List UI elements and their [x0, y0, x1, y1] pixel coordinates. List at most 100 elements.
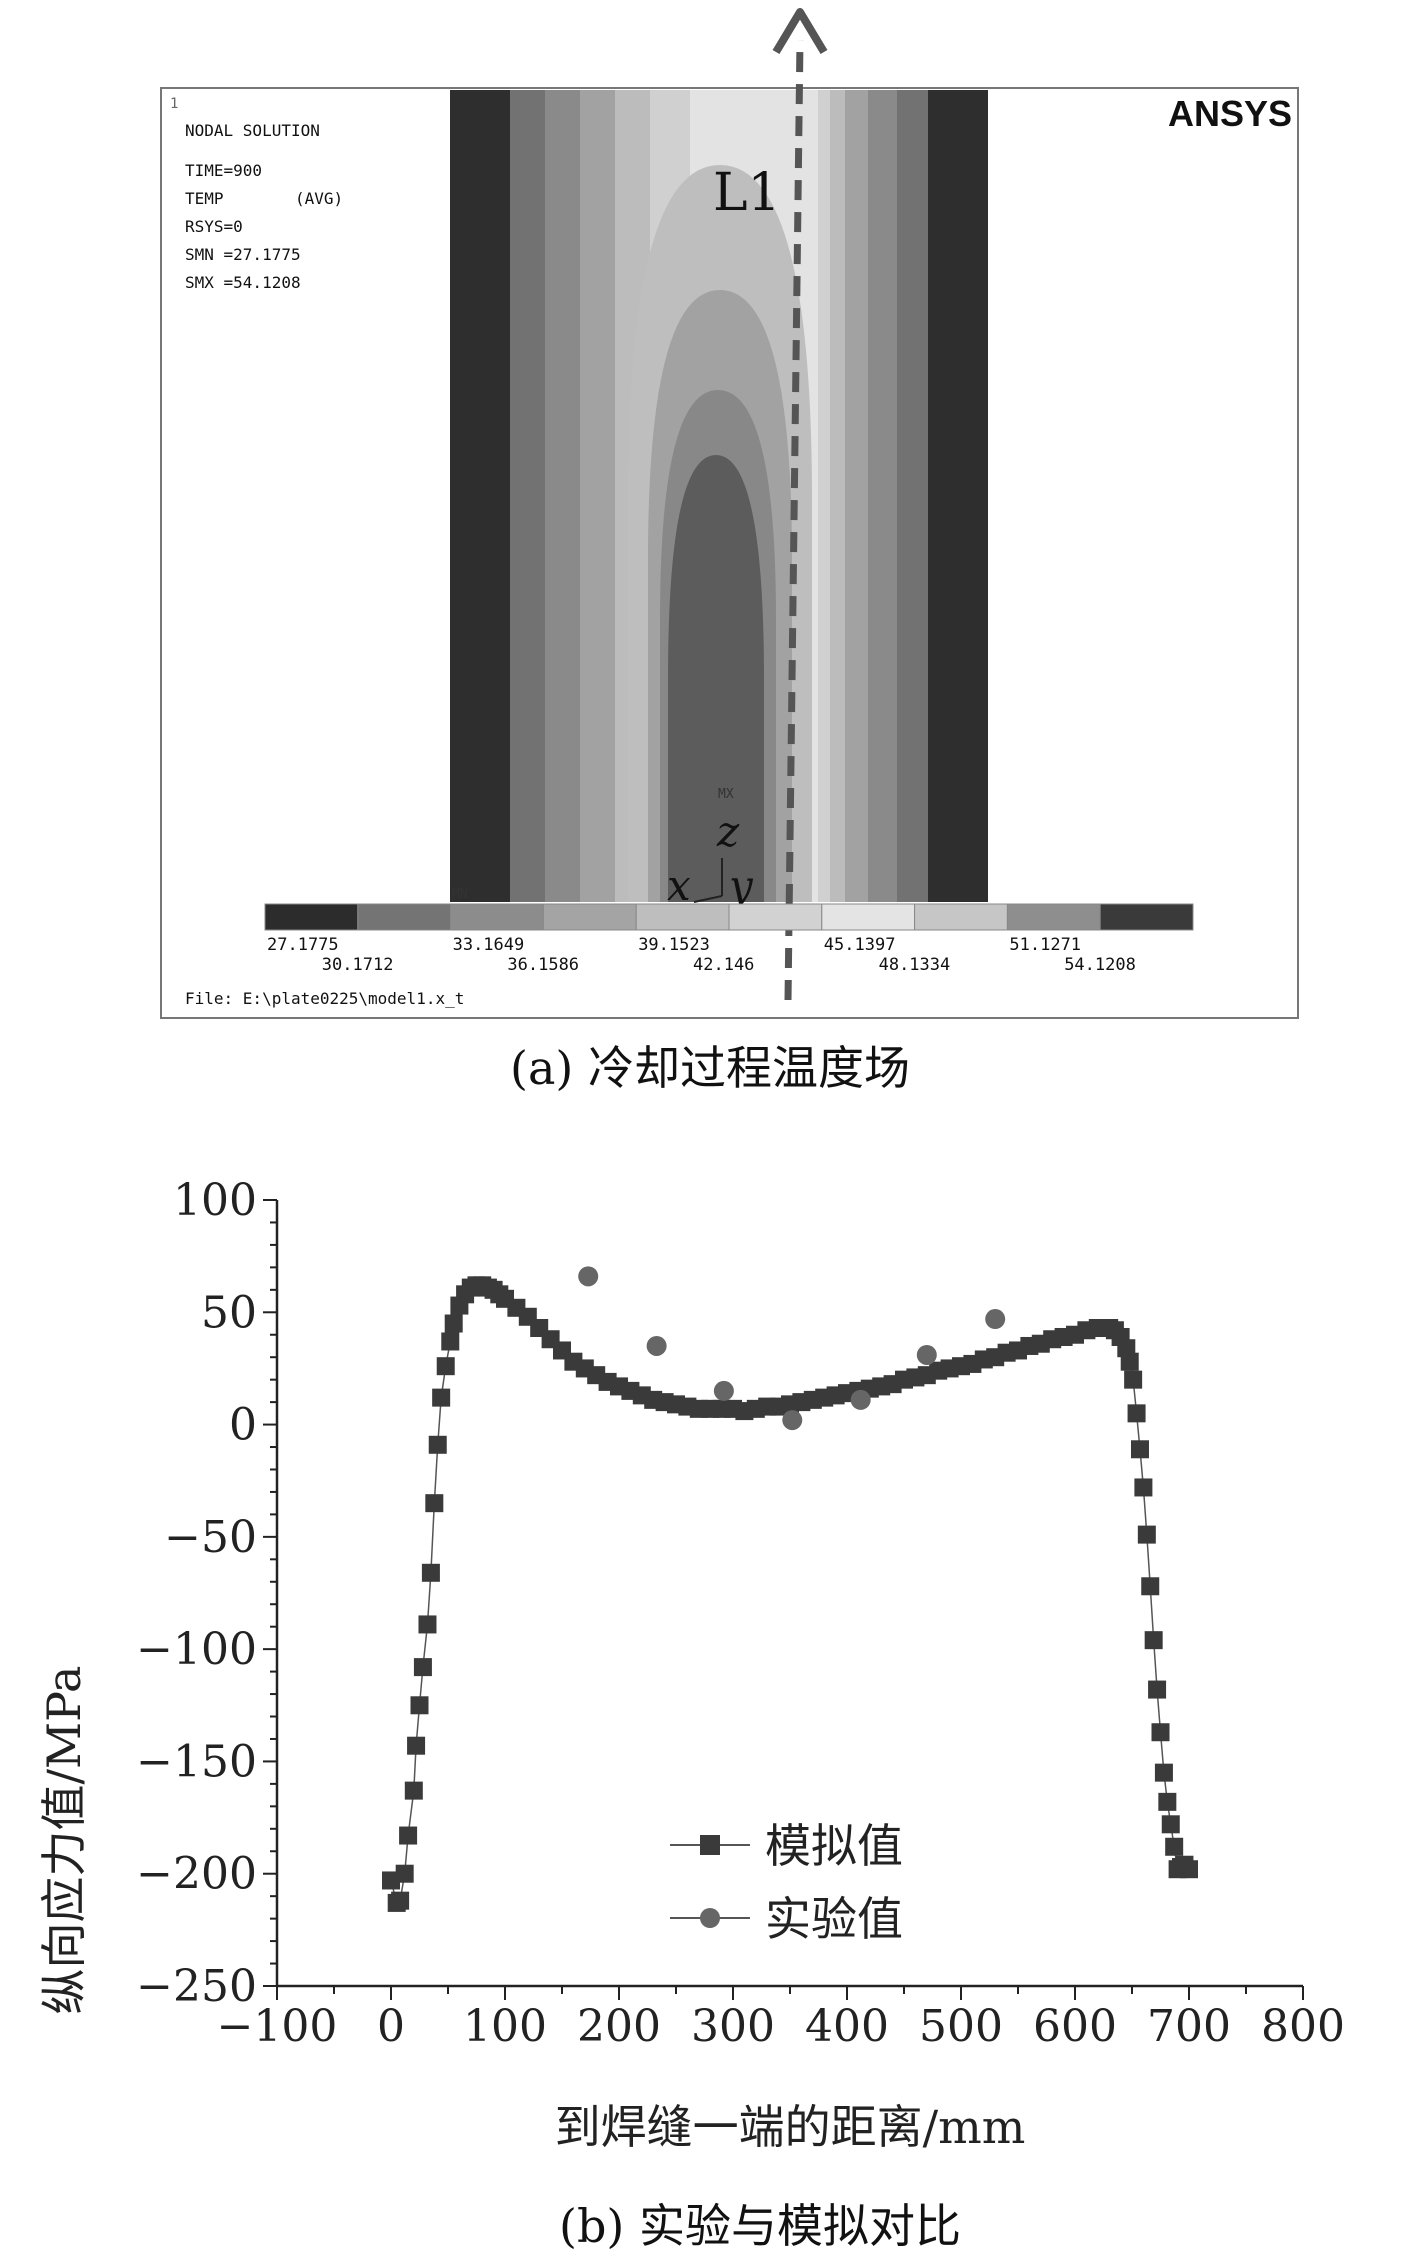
y-tick-label: −200 — [136, 1849, 257, 1900]
caption-a: (a) 冷却过程温度场 — [510, 1041, 910, 1095]
sim-point — [432, 1388, 451, 1407]
info-rsys: RSYS=0 — [185, 217, 243, 236]
triad-y-label: y — [727, 861, 754, 910]
legend-label-sim: 模拟值 — [765, 1819, 903, 1873]
path-l1-dashed-line — [784, 39, 804, 1001]
legend-swatch — [450, 903, 544, 931]
sim-point — [425, 1494, 444, 1513]
legend-swatch — [635, 903, 730, 931]
x-tick-label: 500 — [919, 2001, 1003, 2052]
y-axis-label: 纵向应力值/MPa — [37, 1666, 91, 2015]
sim-point — [1148, 1680, 1167, 1699]
info-temp: TEMP — [185, 189, 224, 208]
x-tick-label: 600 — [1033, 2001, 1117, 2052]
sim-point — [441, 1332, 460, 1351]
info-nodal-solution: NODAL SOLUTION — [185, 121, 320, 140]
legend-label-exp: 实验值 — [765, 1892, 903, 1946]
sim-point — [1130, 1440, 1149, 1459]
exp-point — [916, 1344, 937, 1365]
exp-point — [850, 1389, 871, 1410]
file-path-text: File: E:\plate0225\model1.x_t — [185, 989, 464, 1008]
legend-swatch — [1099, 903, 1194, 931]
y-tick-label: −50 — [164, 1512, 257, 1563]
legend-value-label: 30.1712 — [322, 955, 394, 975]
legend-value-label: 33.1649 — [453, 935, 525, 955]
sim-point — [1141, 1577, 1160, 1596]
exp-point — [713, 1380, 734, 1401]
legend-value-label: 39.1523 — [638, 935, 710, 955]
sim-point — [1158, 1792, 1177, 1811]
sim-point — [1144, 1631, 1163, 1650]
x-tick-label: 800 — [1261, 2001, 1345, 2052]
info-time: TIME=900 — [185, 161, 262, 180]
legend-value-label: 51.1271 — [1009, 935, 1081, 955]
sim-point — [407, 1736, 426, 1755]
ansys-logo-text: ANSYS — [1168, 93, 1292, 134]
legend-swatch — [821, 903, 916, 931]
sim-point — [1161, 1815, 1180, 1834]
y-tick-label: 0 — [229, 1400, 257, 1451]
path-arrow-icon — [772, 8, 828, 55]
sim-point — [399, 1826, 418, 1845]
legend-value-label: 48.1334 — [879, 955, 951, 975]
axis-triad: z x y — [667, 807, 754, 910]
sim-point — [410, 1696, 429, 1715]
sim-point — [418, 1615, 437, 1634]
info-smx: SMX =54.1208 — [185, 273, 301, 292]
x-tick-label: 0 — [377, 2001, 405, 2052]
sim-point — [391, 1891, 410, 1910]
exp-point — [782, 1410, 803, 1431]
triad-x-label: x — [667, 861, 691, 910]
chart-axes: −100 0 100 200 300 400 500 600 700 800100500−50−1… — [136, 1175, 1345, 2052]
legend-swatch — [914, 903, 1008, 931]
legend-value-label: 42.146 — [693, 955, 754, 975]
y-tick-label: 50 — [201, 1287, 257, 1338]
exp-point — [985, 1309, 1006, 1330]
chart-legend: 模拟值 实验值 — [670, 1819, 903, 1946]
triad-z-label: z — [716, 807, 740, 856]
legend-value-label: 45.1397 — [824, 935, 896, 955]
mn-marker: MN — [452, 887, 468, 902]
chart-marks — [382, 1266, 1198, 1912]
x-axis-label: 到焊缝一端的距离/mm — [555, 2100, 1026, 2154]
sim-point — [1134, 1478, 1153, 1497]
info-avg: (AVG) — [295, 189, 343, 208]
sim-point — [421, 1563, 440, 1582]
legend-square-marker — [700, 1835, 720, 1855]
sim-point — [395, 1864, 414, 1883]
legend-value-label: 54.1208 — [1064, 955, 1136, 975]
x-tick-label: 200 — [577, 2001, 661, 2052]
path-label-l1: L1 — [713, 163, 781, 223]
legend-swatch — [728, 903, 823, 931]
contour-ellipse-core — [668, 455, 764, 902]
sim-point — [1120, 1352, 1139, 1371]
exp-point — [646, 1335, 667, 1356]
sim-point — [1154, 1763, 1173, 1782]
stress-chart: −100 0 100 200 300 400 500 600 700 800100500−50−1… — [37, 1175, 1345, 2253]
legend-value-label: 27.1775 — [267, 935, 339, 955]
sim-point — [1180, 1860, 1198, 1879]
y-tick-label: −250 — [136, 1961, 257, 2012]
legend-circle-marker — [700, 1908, 720, 1928]
x-tick-label: 400 — [805, 2001, 889, 2052]
legend-swatch — [542, 903, 637, 931]
mx-marker: MX — [718, 787, 734, 802]
sim-point — [1124, 1370, 1143, 1389]
sim-point — [1151, 1723, 1170, 1742]
x-tick-label: 300 — [691, 2001, 775, 2052]
legend-swatch — [264, 903, 359, 931]
y-tick-label: −100 — [136, 1624, 257, 1675]
window-number: 1 — [170, 96, 178, 112]
temperature-field-figure: 1 NODAL SOLUTION TIME=900 TEMP (AVG) RSY… — [160, 8, 1299, 1095]
sim-point — [413, 1658, 432, 1677]
sim-point — [404, 1781, 423, 1800]
sim-point — [1127, 1404, 1146, 1423]
y-tick-label: −150 — [136, 1736, 257, 1787]
x-tick-label: 700 — [1147, 2001, 1231, 2052]
sim-point — [382, 1871, 400, 1890]
x-tick-label: −100 — [217, 2001, 338, 2052]
x-tick-label: 100 — [463, 2001, 547, 2052]
sim-point — [428, 1435, 447, 1454]
